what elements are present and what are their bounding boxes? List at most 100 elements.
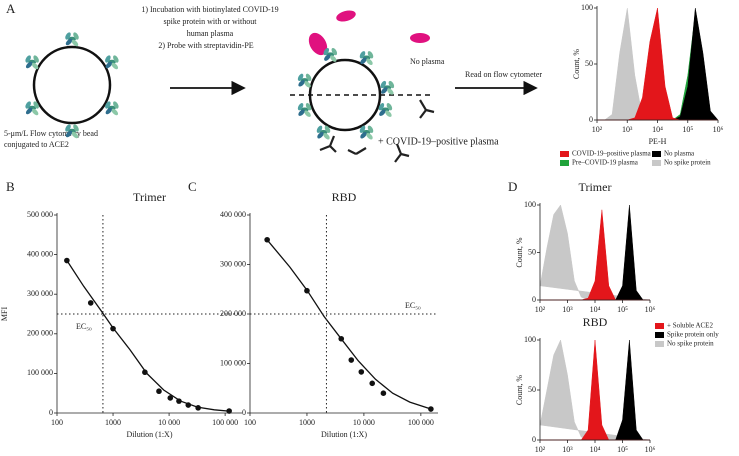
- legend-swatch: [655, 332, 664, 338]
- legend-swatch: [655, 341, 664, 347]
- antibody-blob: [308, 32, 328, 56]
- y-tick-label: 100 000: [27, 368, 53, 377]
- protein-part: [360, 132, 367, 139]
- antibody-blob: [410, 33, 430, 43]
- x-tick-label: 1000: [299, 418, 315, 427]
- protein: [65, 124, 79, 139]
- x-tick-label: 10⁵: [682, 125, 693, 134]
- protein-part: [73, 32, 79, 40]
- y-tick-label: 300 000: [27, 289, 53, 298]
- protein-part: [113, 55, 119, 63]
- protein: [297, 103, 312, 117]
- legend-label: No plasma: [664, 150, 695, 158]
- step-text: 1) Incubation with biotinylated COVID-19: [141, 5, 278, 14]
- protein-part: [71, 131, 79, 139]
- panel-label: D: [508, 179, 517, 194]
- protein: [65, 32, 79, 47]
- y-tick-label: 0: [242, 408, 246, 417]
- x-tick-label: 10⁶: [645, 445, 656, 454]
- protein-part: [316, 125, 323, 133]
- protein-part: [305, 103, 312, 111]
- chart-title: RBD: [583, 315, 608, 329]
- step-text: spike protein with or without: [164, 17, 258, 26]
- protein-part: [105, 107, 113, 115]
- protein-part: [105, 101, 111, 109]
- panel-label: B: [6, 179, 15, 194]
- protein-part: [388, 80, 395, 89]
- x-axis-label: Dilution (1:X): [127, 430, 173, 439]
- y-tick-label: 50: [528, 247, 536, 256]
- x-tick-label: 100: [51, 418, 63, 427]
- protein-part: [298, 80, 305, 87]
- bead-label: conjugated to ACE2: [4, 140, 69, 149]
- y-tick-label: 400 000: [27, 249, 53, 258]
- protein-part: [380, 80, 387, 89]
- step-text: Read on flow cytometer: [465, 70, 542, 79]
- protein-part: [25, 101, 31, 109]
- data-point: [156, 388, 162, 395]
- legend-swatch: [652, 160, 661, 166]
- x-tick-label: 10⁶: [645, 305, 656, 314]
- x-tick-label: 10⁶: [713, 125, 724, 134]
- data-point: [87, 300, 94, 306]
- protein-part: [359, 125, 366, 133]
- data-point: [428, 406, 434, 412]
- x-tick-label: 10³: [622, 125, 633, 134]
- data-point: [142, 369, 148, 376]
- data-point: [64, 257, 70, 264]
- x-tick-label: 100 000: [408, 418, 434, 427]
- protein-part: [31, 62, 39, 70]
- protein-part: [25, 55, 31, 63]
- protein-part: [366, 58, 373, 65]
- annotation: EC₅₀: [405, 301, 421, 310]
- x-tick-label: 10³: [562, 445, 573, 454]
- y-axis-label: Count, %: [515, 237, 524, 268]
- legend-label: No spike protein: [667, 340, 714, 348]
- protein: [105, 55, 119, 70]
- protein-part: [297, 103, 304, 111]
- protein-part: [305, 73, 312, 81]
- protein: [323, 47, 338, 62]
- legend-label: Pre–COVID-19 plasma: [572, 159, 639, 167]
- protein: [359, 125, 374, 140]
- protein-part: [297, 73, 304, 81]
- panel-label: C: [188, 179, 197, 194]
- protein: [25, 101, 39, 116]
- protein-part: [386, 103, 393, 111]
- antibodies: [319, 99, 435, 163]
- protein: [297, 73, 312, 88]
- data-point: [176, 398, 182, 404]
- protein-part: [113, 101, 119, 109]
- step-text: human plasma: [187, 29, 234, 38]
- y-tick-label: 300 000: [220, 259, 246, 268]
- y-axis-label: Count, %: [515, 375, 524, 406]
- legend-swatch: [560, 151, 569, 157]
- protein-part: [367, 125, 374, 133]
- x-tick-label: 10⁵: [617, 305, 628, 314]
- panel-label: A: [6, 1, 16, 16]
- protein-part: [25, 61, 33, 69]
- condition-label: + COVID-19–positive plasma: [378, 136, 499, 147]
- data-point: [304, 287, 310, 294]
- protein-part: [65, 130, 73, 138]
- y-axis-label: MFI: [0, 307, 9, 322]
- x-tick-label: 10⁴: [590, 305, 601, 314]
- x-axis-label: PE-H: [649, 137, 667, 146]
- fit-curve: [66, 260, 232, 413]
- protein-part: [25, 107, 33, 115]
- data-point: [167, 395, 174, 401]
- x-tick-label: 10 000: [353, 418, 375, 427]
- protein-part: [324, 125, 331, 133]
- protein: [316, 125, 331, 140]
- data-point: [264, 236, 270, 243]
- legend-label: + Soluble ACE2: [667, 322, 713, 330]
- protein-part: [111, 108, 119, 116]
- chart-title: Trimer: [133, 190, 166, 204]
- data-point: [348, 357, 355, 363]
- bead: [32, 45, 112, 125]
- protein-part: [381, 87, 388, 94]
- step-text: 2) Probe with streptavidin-PE: [158, 41, 253, 50]
- y-tick-label: 100: [581, 3, 593, 12]
- antibody-blob: [336, 10, 356, 22]
